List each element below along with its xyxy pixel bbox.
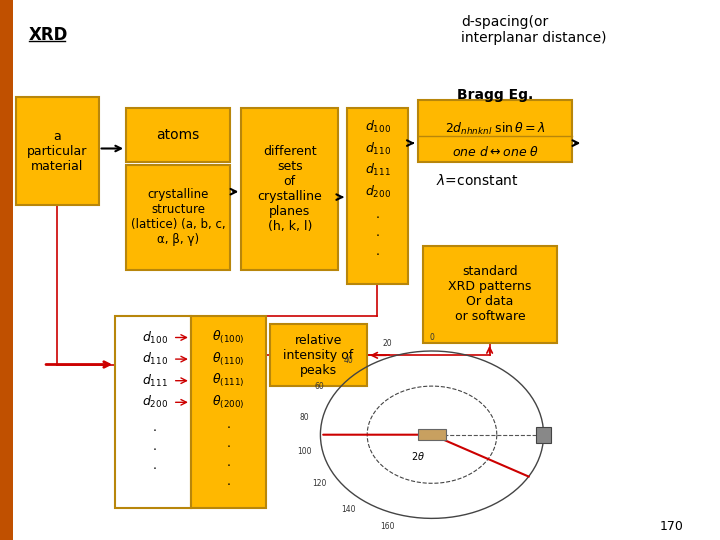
- Text: $\theta_{(100)}$: $\theta_{(100)}$: [212, 329, 245, 346]
- Text: 170: 170: [660, 520, 684, 533]
- Text: 100: 100: [297, 447, 312, 456]
- Text: $d_{200}$: $d_{200}$: [364, 184, 391, 200]
- FancyBboxPatch shape: [126, 165, 230, 270]
- Text: 20: 20: [383, 339, 392, 348]
- FancyBboxPatch shape: [423, 246, 557, 343]
- Text: $\cdot$: $\cdot$: [153, 442, 157, 455]
- FancyBboxPatch shape: [191, 316, 266, 508]
- FancyBboxPatch shape: [418, 100, 572, 162]
- Text: $d_{110}$: $d_{110}$: [364, 140, 391, 157]
- Text: different
sets
of
crystalline
planes
(h, k, l): different sets of crystalline planes (h,…: [258, 145, 322, 233]
- Text: 40: 40: [344, 356, 354, 364]
- Text: crystalline
structure
(lattice) (a, b, c,
α, β, γ): crystalline structure (lattice) (a, b, c…: [131, 188, 225, 246]
- Text: $2\theta$: $2\theta$: [410, 450, 425, 462]
- Text: relative
intensity of
peaks: relative intensity of peaks: [284, 334, 354, 376]
- Text: $d_{110}$: $d_{110}$: [142, 351, 168, 367]
- Text: $\theta_{(111)}$: $\theta_{(111)}$: [212, 372, 245, 389]
- Text: $\cdot$: $\cdot$: [153, 461, 157, 474]
- Text: $d_{100}$: $d_{100}$: [142, 329, 168, 346]
- Text: 0: 0: [430, 333, 434, 342]
- Text: XRD: XRD: [29, 26, 68, 44]
- Text: 120: 120: [312, 479, 327, 488]
- Text: $\cdot$: $\cdot$: [153, 423, 157, 436]
- Text: $\lambda$=constant: $\lambda$=constant: [436, 173, 518, 188]
- Text: $\theta_{(200)}$: $\theta_{(200)}$: [212, 394, 245, 411]
- Text: 140: 140: [341, 505, 356, 514]
- Text: $d_{100}$: $d_{100}$: [364, 119, 391, 135]
- Text: $\cdot$: $\cdot$: [226, 439, 230, 452]
- FancyBboxPatch shape: [16, 97, 99, 205]
- Text: $\cdot$: $\cdot$: [375, 247, 380, 260]
- FancyBboxPatch shape: [270, 324, 367, 386]
- FancyBboxPatch shape: [418, 429, 446, 440]
- Text: $one\ d \leftrightarrow one\ \theta$: $one\ d \leftrightarrow one\ \theta$: [451, 145, 539, 159]
- Text: $\cdot$: $\cdot$: [226, 477, 230, 490]
- Text: d-spacing(or
interplanar distance): d-spacing(or interplanar distance): [461, 15, 606, 45]
- Text: 60: 60: [315, 382, 325, 390]
- Text: $\cdot$: $\cdot$: [375, 210, 380, 222]
- Text: 160: 160: [380, 522, 395, 530]
- Text: $\cdot$: $\cdot$: [226, 458, 230, 471]
- Text: atoms: atoms: [156, 128, 200, 142]
- Text: $d_{111}$: $d_{111}$: [142, 373, 168, 389]
- FancyBboxPatch shape: [241, 108, 338, 270]
- Text: $d_{111}$: $d_{111}$: [365, 162, 390, 178]
- Text: $\theta_{(110)}$: $\theta_{(110)}$: [212, 350, 245, 368]
- FancyBboxPatch shape: [115, 316, 191, 508]
- FancyBboxPatch shape: [536, 427, 551, 443]
- Text: $2d_{nhnknl}\ \sin\theta=\lambda$: $2d_{nhnknl}\ \sin\theta=\lambda$: [445, 120, 546, 137]
- Text: Bragg Eg.: Bragg Eg.: [457, 87, 534, 102]
- FancyBboxPatch shape: [126, 108, 230, 162]
- Text: a
particular
material: a particular material: [27, 130, 87, 173]
- Text: $\cdot$: $\cdot$: [226, 420, 230, 433]
- FancyBboxPatch shape: [347, 108, 408, 284]
- Text: 80: 80: [300, 413, 309, 422]
- FancyBboxPatch shape: [0, 0, 13, 540]
- Text: $d_{200}$: $d_{200}$: [142, 394, 168, 410]
- Text: standard
XRD patterns
Or data
or software: standard XRD patterns Or data or softwar…: [449, 265, 531, 323]
- Text: $\cdot$: $\cdot$: [375, 228, 380, 241]
